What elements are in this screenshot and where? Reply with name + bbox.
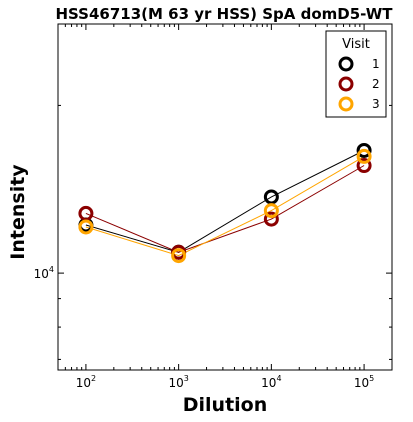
series-line-1 — [85, 150, 365, 253]
x-axis-label: Dilution — [183, 394, 268, 416]
legend-marker-3 — [338, 96, 354, 112]
x-tick-label: 104 — [261, 374, 281, 390]
series-point-3 — [78, 219, 94, 235]
y-tick-label: 104 — [34, 265, 54, 281]
y-axis-label: Intensity — [7, 164, 29, 260]
legend-marker-1 — [338, 56, 354, 72]
plot-frame — [57, 23, 393, 371]
series-line-3 — [85, 155, 365, 257]
legend: Visit 1 2 3 — [325, 30, 387, 118]
series-point-2 — [263, 211, 279, 227]
series-line-2 — [85, 165, 365, 253]
legend-marker-2 — [338, 76, 354, 92]
x-tick-label: 103 — [168, 374, 188, 390]
legend-label-2: 2 — [372, 77, 380, 91]
legend-title: Visit — [342, 37, 370, 52]
chart-title: HSS46713(M 63 yr HSS) SpA domD5-WT — [56, 5, 394, 23]
x-tick-label: 102 — [76, 374, 96, 390]
legend-label-3: 3 — [372, 97, 380, 111]
legend-frame — [325, 30, 387, 118]
series-point-3 — [356, 148, 372, 164]
series-point-1 — [356, 142, 372, 158]
series-point-2 — [356, 158, 372, 174]
series-point-2 — [78, 205, 94, 221]
series-point-3 — [263, 203, 279, 219]
series-point-1 — [263, 189, 279, 205]
x-tick-label: 105 — [354, 374, 374, 390]
legend-label-1: 1 — [372, 57, 380, 71]
series-point-3 — [171, 248, 187, 264]
